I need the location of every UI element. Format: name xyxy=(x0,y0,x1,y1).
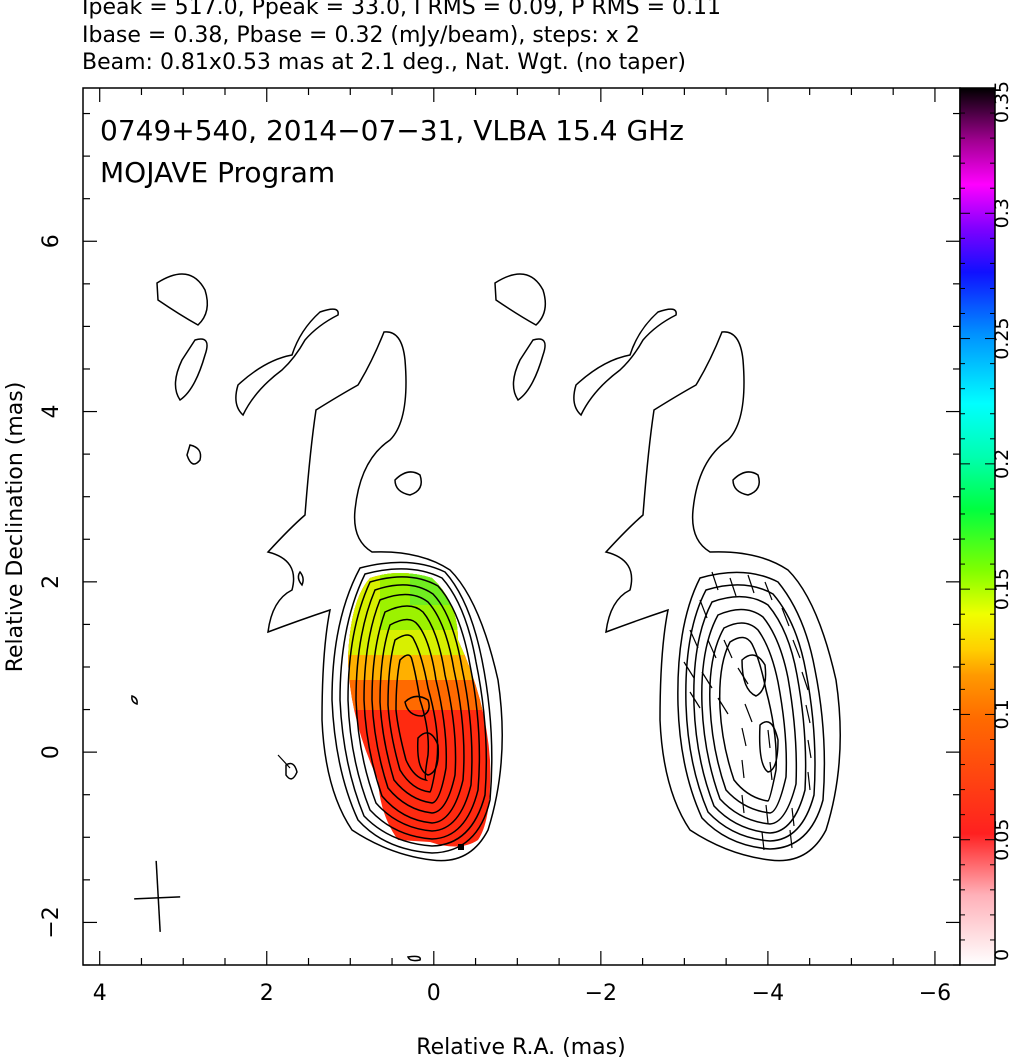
y-tick-label: 2 xyxy=(39,575,64,589)
colorbar-tick-label: 0.15 xyxy=(991,568,1013,610)
x-tick-label: −2 xyxy=(585,981,617,1006)
colorbar xyxy=(959,87,996,966)
colorbar-tick-label: 0.2 xyxy=(991,449,1013,479)
y-tick-label: −2 xyxy=(39,906,64,938)
colorbar-tick-label: 0.1 xyxy=(991,699,1013,729)
colorbar-tick-label: 0.35 xyxy=(991,81,1013,123)
colorbar-ticks: 0 0.05 0.1 0.15 0.2 0.25 0.3 0.35 xyxy=(960,81,1013,966)
evpa-vectors xyxy=(277,571,812,851)
header-beam-info: Beam: 0.81x0.53 mas at 2.1 deg., Nat. Wg… xyxy=(82,50,686,75)
colorbar-tick-label: 0 xyxy=(991,949,1013,961)
polarized-contours xyxy=(494,273,841,862)
x-tick-label: 4 xyxy=(93,981,107,1006)
header-base-levels: Ibase = 0.38, Pbase = 0.32 (mJy/beam), s… xyxy=(82,23,640,48)
y-axis-ticks: −2 0 2 4 6 xyxy=(39,112,960,966)
colorbar-tick-label: 0.3 xyxy=(991,198,1013,228)
polarization-max-pixel xyxy=(458,844,464,850)
x-tick-label: 2 xyxy=(260,981,274,1006)
x-axis-ticks: 4 2 0 −2 −4 −6 xyxy=(93,88,951,1006)
x-tick-label: −6 xyxy=(919,981,951,1006)
intensity-contours xyxy=(131,273,503,962)
x-tick-label: −4 xyxy=(752,981,784,1006)
y-axis-label: Relative Declination (mas) xyxy=(3,382,28,673)
colorbar-tick-label: 0.05 xyxy=(991,819,1013,861)
y-tick-label: 0 xyxy=(39,745,64,759)
y-tick-label: 6 xyxy=(39,234,64,248)
x-tick-label: 0 xyxy=(427,981,441,1006)
plot-frame xyxy=(82,87,961,966)
beam-cross xyxy=(134,860,181,932)
header-intensity-stats: Ipeak = 517.0, Ppeak = 33.0, I RMS = 0.0… xyxy=(82,0,721,20)
chart-title: 0749+540, 2014−07−31, VLBA 15.4 GHz xyxy=(100,114,684,147)
x-axis-label: Relative R.A. (mas) xyxy=(416,1035,625,1060)
chart-subtitle: MOJAVE Program xyxy=(100,156,335,189)
colorbar-tick-label: 0.25 xyxy=(991,317,1013,359)
y-tick-label: 4 xyxy=(39,405,64,419)
